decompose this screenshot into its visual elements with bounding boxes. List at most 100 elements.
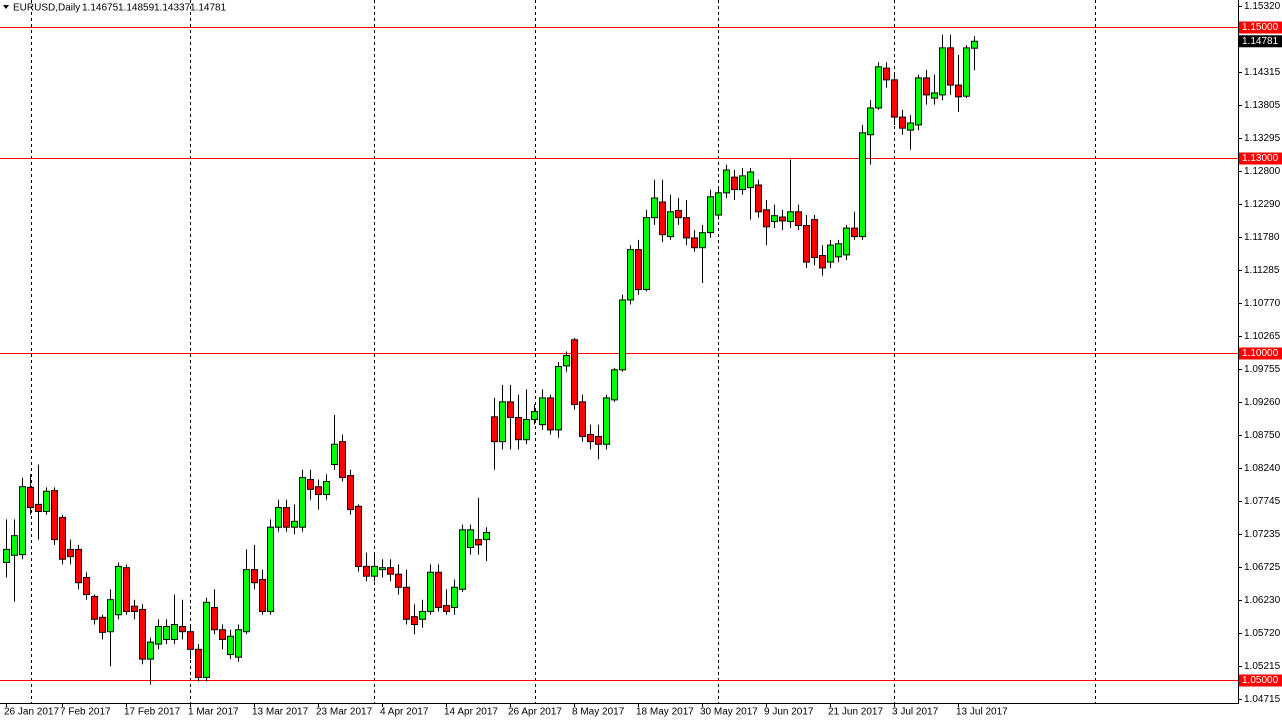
candle-body xyxy=(91,595,98,620)
x-tick-label: 3 Jul 2017 xyxy=(892,707,939,718)
candle-body xyxy=(867,107,874,136)
x-tick-label: 7 Feb 2017 xyxy=(60,707,111,718)
candle-body xyxy=(819,255,826,269)
candle-body xyxy=(523,418,530,441)
candle-body xyxy=(99,616,106,633)
x-tick-label: 26 Apr 2017 xyxy=(508,707,562,718)
candle-body xyxy=(339,441,346,479)
menu-triangle[interactable] xyxy=(3,5,9,9)
level-label-box xyxy=(1239,152,1282,165)
candle-body xyxy=(683,217,690,239)
y-tick-label: 1.06230 xyxy=(1244,595,1281,606)
level-label-box xyxy=(1239,21,1282,34)
candle-body xyxy=(371,565,378,577)
candle-body xyxy=(203,601,210,678)
candle-body xyxy=(843,227,850,256)
y-tick-label: 1.13295 xyxy=(1244,133,1281,144)
candle-body xyxy=(179,625,186,633)
candle-body xyxy=(923,77,930,96)
candle-body xyxy=(971,40,978,49)
candle-body xyxy=(907,122,914,131)
x-tick-label: 9 Jun 2017 xyxy=(764,707,814,718)
candle-body xyxy=(435,571,442,609)
candle-body xyxy=(627,249,634,301)
candle-body xyxy=(859,132,866,238)
candle-body xyxy=(699,232,706,249)
candle-body xyxy=(499,401,506,443)
candle-body xyxy=(603,397,610,445)
candle-body xyxy=(323,480,330,496)
x-tick-label: 14 Apr 2017 xyxy=(444,707,498,718)
y-tick-label: 1.11285 xyxy=(1244,265,1280,276)
candle-body xyxy=(219,629,226,641)
candle-body xyxy=(963,47,970,97)
y-tick-label: 1.08750 xyxy=(1244,430,1281,441)
candle-body xyxy=(571,339,578,405)
candle-body xyxy=(675,209,682,219)
candle-body xyxy=(75,548,82,584)
candle-body xyxy=(163,625,170,641)
x-tick-label: 30 May 2017 xyxy=(700,707,758,718)
candle-body xyxy=(395,573,402,588)
candle-body xyxy=(291,520,298,528)
candle-body xyxy=(475,539,482,546)
candle-body xyxy=(891,79,898,118)
level-label-box xyxy=(1239,674,1282,687)
candle-body xyxy=(27,486,34,509)
y-tick-label: 1.15320 xyxy=(1244,1,1281,12)
x-tick-label: 4 Apr 2017 xyxy=(380,707,429,718)
chart-title: EURUSD,Daily xyxy=(13,3,80,14)
candle-body xyxy=(387,567,394,575)
x-tick-label: 1 Mar 2017 xyxy=(188,707,239,718)
y-tick-label: 1.05720 xyxy=(1244,628,1281,639)
candle-body xyxy=(931,92,938,99)
level-label: 1.15000 xyxy=(1242,22,1279,33)
y-tick-label: 1.04715 xyxy=(1244,694,1281,705)
candle-body xyxy=(835,243,842,258)
level-label: 1.05000 xyxy=(1242,675,1279,686)
candle-body xyxy=(875,66,882,109)
y-tick-label: 1.12800 xyxy=(1244,166,1281,177)
candle-body xyxy=(227,635,234,656)
level-label-box xyxy=(1239,347,1282,360)
candle-body xyxy=(147,641,154,660)
candle-body xyxy=(283,507,290,528)
candle-body xyxy=(315,486,322,496)
candle-body xyxy=(51,490,58,541)
candle-body xyxy=(731,176,738,191)
candle-body xyxy=(83,576,90,595)
candle-body xyxy=(939,47,946,96)
candle-body xyxy=(307,479,314,490)
candle-body xyxy=(267,526,274,612)
candle-body xyxy=(115,565,122,616)
x-tick-label: 13 Jul 2017 xyxy=(956,707,1008,718)
level-label: 1.10000 xyxy=(1242,348,1279,359)
candle-body xyxy=(787,211,794,223)
candle-body xyxy=(467,529,474,548)
candle-body xyxy=(299,477,306,528)
candle-body xyxy=(531,411,538,420)
x-tick-label: 26 Jan 2017 xyxy=(4,707,59,718)
candle-body xyxy=(187,631,194,650)
candle-body xyxy=(595,435,602,445)
candle-body xyxy=(3,548,10,563)
y-tick-label: 1.08240 xyxy=(1244,463,1281,474)
x-tick-label: 21 Jun 2017 xyxy=(828,707,883,718)
candle-body xyxy=(459,529,466,590)
y-tick-label: 1.09755 xyxy=(1244,364,1281,375)
candle-body xyxy=(155,625,162,645)
candle-body xyxy=(811,219,818,258)
y-tick-label: 1.07745 xyxy=(1244,496,1281,507)
header-low: 1.14337 xyxy=(154,3,191,14)
candle-body xyxy=(947,47,954,86)
x-tick-label: 17 Feb 2017 xyxy=(124,707,181,718)
candle-body xyxy=(131,605,138,612)
candle-body xyxy=(139,608,146,660)
candle-body xyxy=(779,216,786,222)
candle-body xyxy=(507,401,514,418)
y-tick-label: 1.12290 xyxy=(1244,199,1281,210)
candle-body xyxy=(803,224,810,263)
y-tick-label: 1.05215 xyxy=(1244,661,1281,672)
candle-body xyxy=(795,211,802,226)
